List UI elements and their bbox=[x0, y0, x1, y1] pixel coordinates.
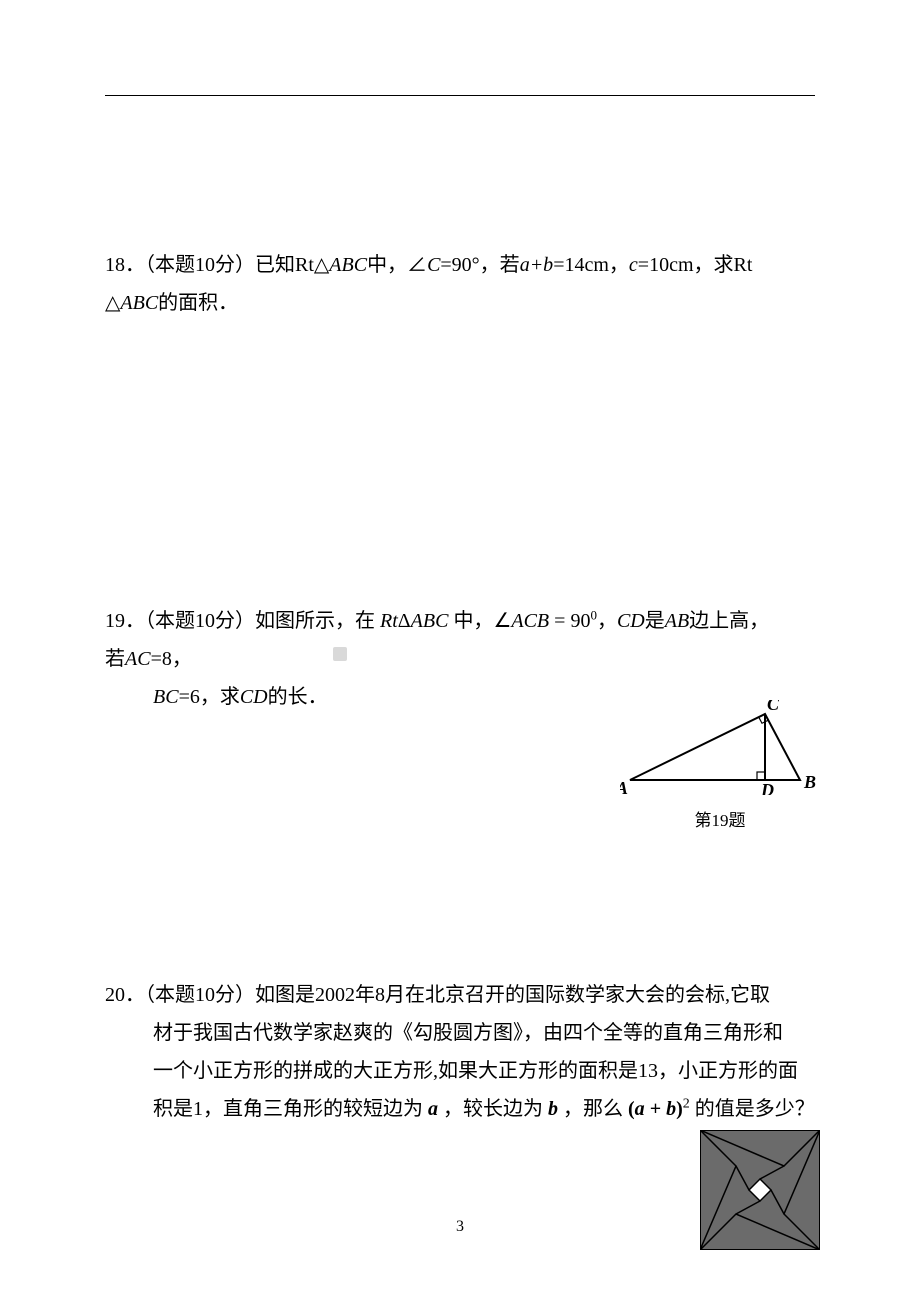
text: =6，求 bbox=[179, 686, 240, 708]
expr-ab: a + b bbox=[635, 1098, 676, 1120]
text: =14cm， bbox=[553, 254, 629, 276]
var-bc: BC bbox=[153, 686, 179, 708]
var-c: c bbox=[629, 254, 638, 276]
figure-caption: 第19题 bbox=[620, 806, 820, 831]
text: =10cm，求Rt bbox=[638, 254, 753, 276]
text: ， bbox=[597, 610, 617, 632]
text: 的长． bbox=[268, 686, 328, 708]
text: 的值是多少？ bbox=[690, 1098, 815, 1120]
var-ab: AB bbox=[665, 610, 689, 632]
text: ，较长边为 bbox=[438, 1098, 548, 1120]
var-cd: CD bbox=[617, 610, 645, 632]
problem-19: 19．（本题10分）如图所示，在 RtΔABC 中，∠ACB = 900，CD是… bbox=[105, 602, 815, 716]
math-abc: ABC bbox=[411, 610, 449, 632]
math-rt: Rt bbox=[380, 610, 398, 632]
var-a: a bbox=[428, 1098, 438, 1120]
problem-number: 18． bbox=[105, 254, 145, 276]
math-acb: ACB bbox=[511, 610, 554, 632]
svg-text:D: D bbox=[760, 780, 774, 795]
math-tri: Δ bbox=[398, 610, 411, 632]
text: 如图所示，在 bbox=[255, 610, 380, 632]
text: 一个小正方形的拼成的大正方形,如果大正方形的面积是13，小正方形的面 bbox=[105, 1060, 798, 1082]
problem-18: 18．（本题10分）已知Rt△ABC中，∠C=90°，若a+b=14cm，c=1… bbox=[105, 246, 815, 322]
page: 18．（本题10分）已知Rt△ABC中，∠C=90°，若a+b=14cm，c=1… bbox=[0, 0, 920, 1300]
math-90: 90 bbox=[570, 610, 590, 632]
exponent: 2 bbox=[683, 1096, 690, 1111]
watermark-dot bbox=[333, 647, 347, 661]
var-b: b bbox=[548, 1098, 558, 1120]
var-abc: ABC bbox=[329, 254, 367, 276]
problem-points: （本题10分） bbox=[145, 984, 255, 1006]
var-c: C bbox=[427, 254, 440, 276]
problem-20: 20．（本题10分）如图是2002年8月在北京召开的国际数学家大会的会标,它取 … bbox=[105, 976, 815, 1128]
indent: BC=6，求CD的长． bbox=[105, 686, 328, 708]
svg-text:C: C bbox=[767, 700, 780, 714]
problem-19-figure: A B C D 第19题 bbox=[620, 700, 820, 831]
text: △ bbox=[105, 292, 120, 314]
text: =8， bbox=[151, 648, 192, 670]
text: 如图是2002年8月在北京召开的国际数学家大会的会标,它取 bbox=[255, 984, 770, 1006]
svg-text:A: A bbox=[620, 778, 628, 795]
var-abc: ABC bbox=[120, 292, 158, 314]
paren: ( bbox=[628, 1098, 635, 1120]
text: 中， bbox=[448, 610, 493, 632]
var-ab: a+b bbox=[520, 254, 554, 276]
text: 是 bbox=[645, 610, 665, 632]
text: 已知Rt△ bbox=[255, 254, 329, 276]
text: 若 bbox=[105, 648, 125, 670]
problem-points: （本题10分） bbox=[145, 254, 255, 276]
horizontal-rule bbox=[105, 95, 815, 96]
var-cd: CD bbox=[240, 686, 268, 708]
text: 材于我国古代数学家赵爽的《勾股圆方图》，由四个全等的直角三角形和 bbox=[105, 1022, 783, 1044]
page-number: 3 bbox=[0, 1218, 920, 1236]
problem-number: 19． bbox=[105, 610, 145, 632]
problem-points: （本题10分） bbox=[145, 610, 255, 632]
math-angle: ∠ bbox=[493, 610, 511, 632]
svg-text:B: B bbox=[803, 772, 816, 792]
triangle-diagram: A B C D bbox=[620, 700, 820, 795]
indent: 积是1，直角三角形的较短边为 a ，较长边为 b ，那么 (a + b)2 的值… bbox=[105, 1098, 815, 1120]
text: 边上高， bbox=[689, 610, 769, 632]
text: 的面积． bbox=[158, 292, 238, 314]
text: 积是1，直角三角形的较短边为 bbox=[153, 1098, 428, 1120]
text: 中，∠ bbox=[367, 254, 427, 276]
var-ac: AC bbox=[125, 648, 151, 670]
problem-number: 20． bbox=[105, 984, 145, 1006]
paren: ) bbox=[676, 1098, 683, 1120]
text: ，那么 bbox=[558, 1098, 628, 1120]
text: =90°，若 bbox=[440, 254, 519, 276]
math-eq: = bbox=[554, 610, 570, 632]
